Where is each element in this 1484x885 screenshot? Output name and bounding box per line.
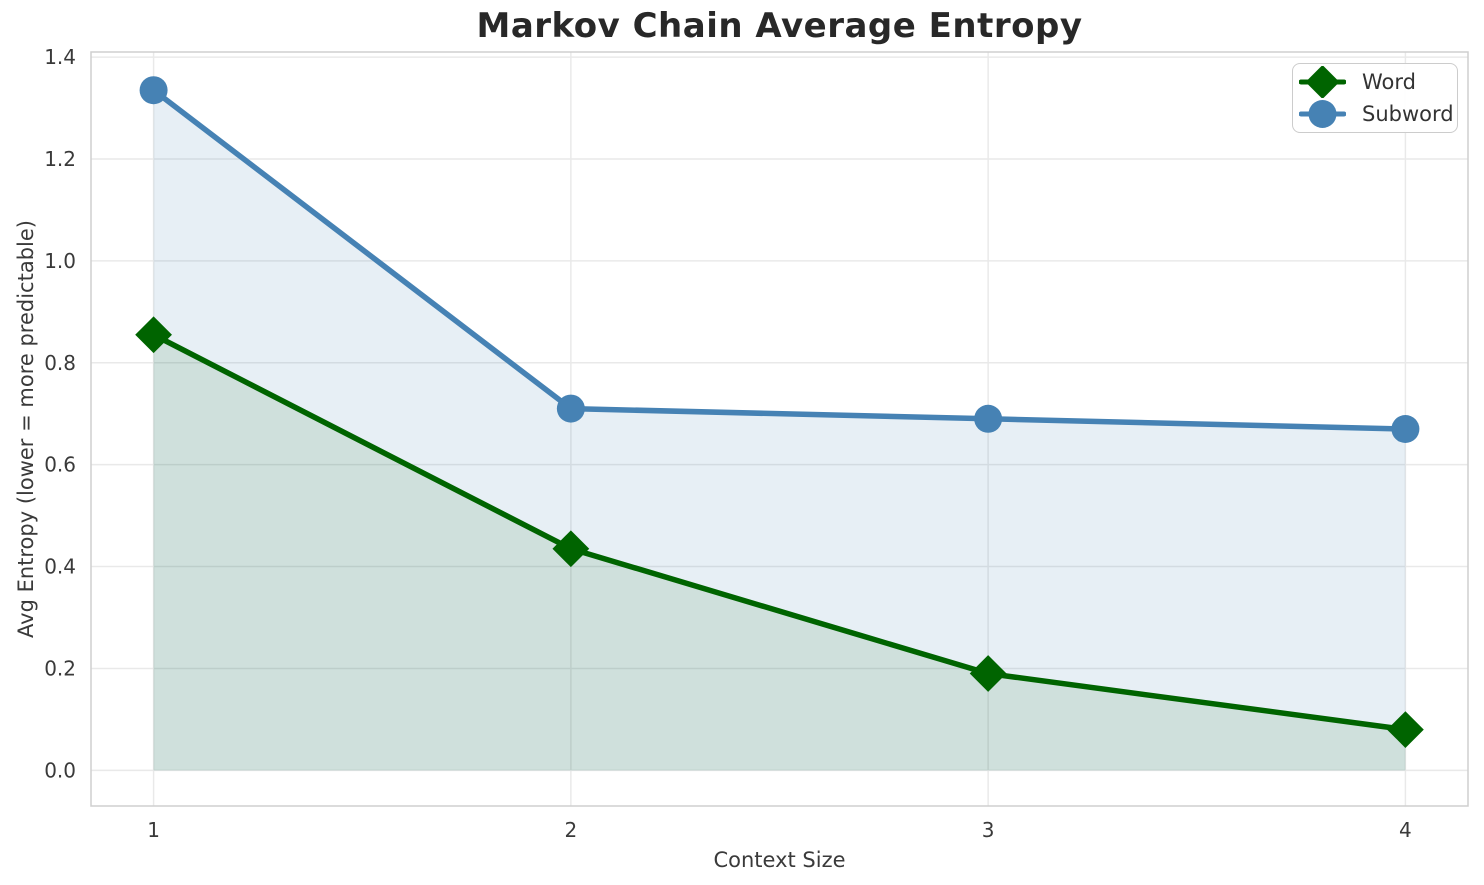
legend-label-word: Word (1362, 70, 1416, 94)
y-tick-label: 0.8 (44, 351, 76, 375)
subword-data-point (556, 394, 585, 423)
legend-label-subword: Subword (1362, 102, 1454, 126)
y-tick-label: 0.2 (44, 656, 76, 680)
word-diamond-icon (1299, 66, 1346, 98)
y-tick-label: 1.0 (44, 249, 76, 273)
subword-data-point (1391, 415, 1420, 443)
subword-area-fill (153, 90, 1406, 771)
x-axis-label: Context Size (713, 848, 846, 872)
word-data-point (969, 655, 1007, 692)
y-tick-label: 0.0 (44, 758, 76, 782)
legend-item-subword: Subword (1299, 98, 1454, 130)
word-data-point (1387, 711, 1424, 748)
subword-circle-icon (1299, 100, 1346, 128)
legend: Word Subword (1292, 63, 1458, 133)
word-data-point (135, 316, 172, 354)
word-data-point (552, 530, 590, 568)
legend-item-word: Word (1299, 66, 1451, 98)
x-tick-label: 1 (147, 818, 160, 842)
y-axis-label: Avg Entropy (lower = more predictable) (14, 220, 38, 638)
word-line (150, 332, 1409, 733)
subword-line (150, 87, 1409, 432)
x-tick-label: 3 (982, 818, 995, 842)
axes-spines (90, 51, 1469, 807)
x-tick-label: 4 (1399, 818, 1412, 842)
subword-data-point (974, 404, 1003, 433)
word-area-fill (153, 334, 1406, 771)
y-tick-label: 0.4 (44, 555, 76, 579)
x-tick-label: 2 (564, 818, 577, 842)
chart-title: Markov Chain Average Entropy (476, 6, 1083, 46)
y-tick-label: 1.2 (44, 147, 76, 171)
y-tick-label: 0.6 (44, 453, 76, 477)
subword-data-point (139, 76, 168, 105)
y-tick-label: 1.4 (44, 45, 76, 69)
